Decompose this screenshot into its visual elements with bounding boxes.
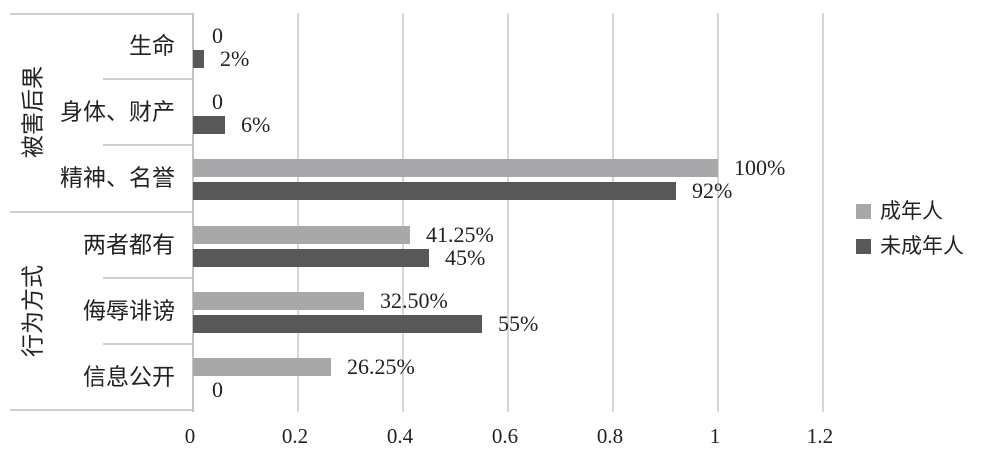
legend-swatch-adult-icon xyxy=(856,203,871,219)
x-tick-label: 0.4 xyxy=(386,424,414,448)
data-label-1-1: 6% xyxy=(241,112,271,137)
legend-label-minor: 未成年人 xyxy=(880,233,964,258)
bar-1-2 xyxy=(193,182,676,200)
category-label: 精神、名誉 xyxy=(60,165,175,191)
legend: 成年人 未成年人 xyxy=(856,199,964,269)
data-label-1-2: 92% xyxy=(692,178,733,203)
gridline xyxy=(402,13,404,412)
data-label-1-5: 0 xyxy=(212,377,223,402)
data-label-1-3: 45% xyxy=(445,245,486,270)
x-tick-label: 1.2 xyxy=(806,424,834,448)
category-separator xyxy=(103,144,192,146)
legend-item-minor: 未成年人 xyxy=(856,234,964,258)
gridline xyxy=(612,13,614,412)
data-label-0-4: 32.50% xyxy=(380,288,448,313)
category-separator xyxy=(103,277,192,279)
x-tick-label: 0 xyxy=(184,424,196,448)
gridline xyxy=(507,13,509,412)
category-label: 信息公开 xyxy=(83,364,175,390)
category-label: 两者都有 xyxy=(83,232,175,258)
category-label: 生命 xyxy=(129,33,175,59)
x-tick-label: 0.6 xyxy=(491,424,519,448)
legend-item-adult: 成年人 xyxy=(856,199,964,223)
bar-0-3 xyxy=(193,226,410,244)
y-axis-line xyxy=(192,13,194,412)
gridline xyxy=(297,13,299,412)
gridline xyxy=(717,13,719,412)
label-area-top-border xyxy=(10,13,192,15)
legend-swatch-minor-icon xyxy=(856,238,871,254)
x-tick-label: 0.8 xyxy=(596,424,624,448)
x-tick-label: 0.2 xyxy=(281,424,309,448)
category-label: 侮辱诽谤 xyxy=(83,298,175,324)
label-area-bottom-border xyxy=(10,409,192,411)
label-area-group-border xyxy=(10,211,192,213)
bar-0-5 xyxy=(193,358,331,376)
bar-1-3 xyxy=(193,249,429,267)
data-label-1-0: 2% xyxy=(220,46,250,71)
category-separator xyxy=(103,78,192,80)
data-label-0-1: 0 xyxy=(212,89,223,114)
data-label-0-5: 26.25% xyxy=(347,354,415,379)
bar-0-4 xyxy=(193,292,364,310)
bar-1-4 xyxy=(193,315,482,333)
legend-label-adult: 成年人 xyxy=(880,198,943,223)
data-label-0-3: 41.25% xyxy=(426,222,494,247)
bar-1-1 xyxy=(193,116,225,134)
data-label-0-0: 0 xyxy=(212,23,223,48)
gridline xyxy=(822,13,824,412)
category-separator xyxy=(103,343,192,345)
bar-1-0 xyxy=(193,50,204,68)
bar-0-2 xyxy=(193,159,718,177)
x-tick-label: 1 xyxy=(709,424,721,448)
category-label: 身体、财产 xyxy=(60,99,175,125)
data-label-1-4: 55% xyxy=(498,311,539,336)
data-label-0-2: 100% xyxy=(734,155,786,180)
